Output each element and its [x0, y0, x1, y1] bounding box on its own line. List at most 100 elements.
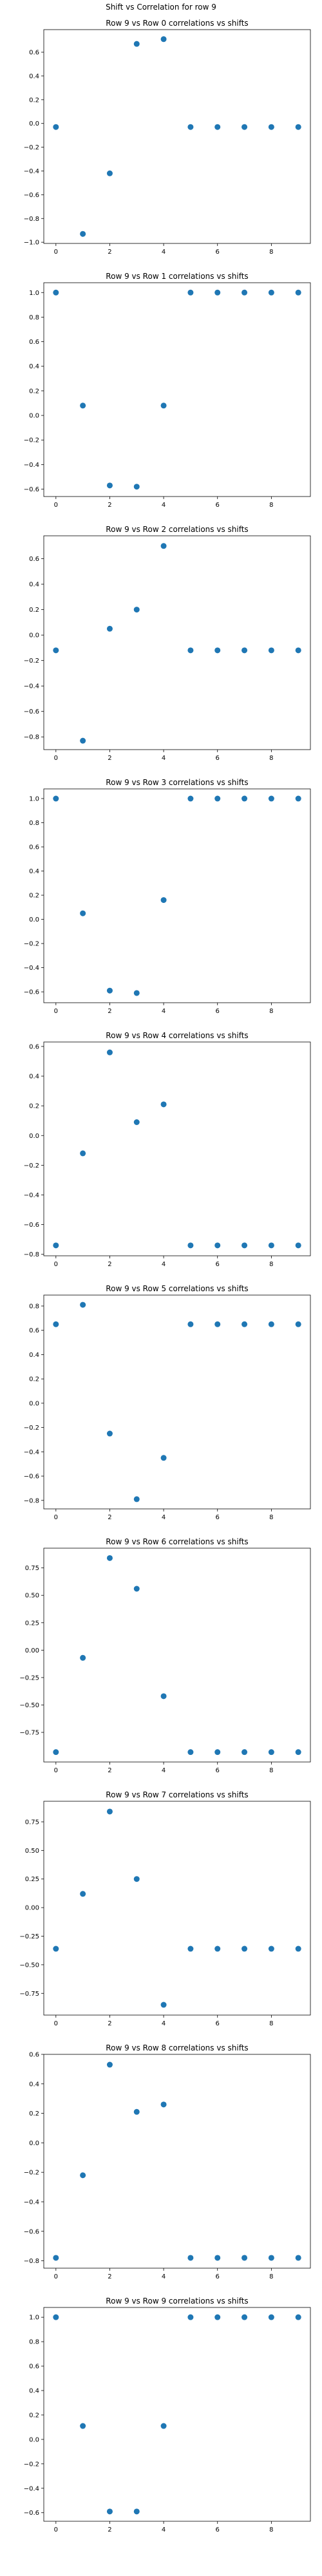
x-tick-label: 4: [162, 502, 166, 509]
data-point: [133, 1119, 140, 1125]
data-point: [187, 1749, 194, 1756]
data-point: [106, 625, 113, 632]
y-tick-label: 0.2: [29, 388, 39, 395]
y-tick-label: 0.0: [29, 2140, 39, 2147]
data-point: [133, 607, 140, 613]
x-tick-label: 4: [162, 1514, 166, 1521]
data-point: [133, 1496, 140, 1502]
x-tick-label: 6: [216, 755, 220, 762]
data-point: [106, 1430, 113, 1437]
y-tick-label: 0.25: [25, 1876, 39, 1883]
panel-title: Row 9 vs Row 5 correlations vs shifts: [106, 1284, 248, 1293]
data-point: [268, 647, 274, 654]
x-tick-label: 4: [162, 755, 166, 762]
data-point: [80, 1891, 86, 1897]
y-tick-label: 0.2: [29, 2110, 39, 2117]
y-tick-label: 1.0: [29, 2315, 39, 2322]
x-tick-label: 2: [108, 2020, 111, 2027]
data-point: [80, 402, 86, 409]
x-tick-label: 8: [269, 249, 273, 256]
data-point: [53, 647, 59, 654]
data-point: [133, 2108, 140, 2115]
data-point: [133, 41, 140, 47]
y-tick-label: −0.8: [24, 734, 39, 741]
y-tick-label: 0.0: [29, 632, 39, 639]
y-tick-label: 0.0: [29, 2436, 39, 2443]
y-tick-label: −1.0: [24, 240, 39, 247]
x-tick-label: 0: [54, 1767, 58, 1774]
data-point: [133, 1876, 140, 1882]
data-point: [80, 910, 86, 916]
y-tick-label: 0.0: [29, 916, 39, 923]
y-tick-label: 0.0: [29, 120, 39, 128]
y-tick-label: 0.2: [29, 97, 39, 104]
plot-frame: [43, 1548, 311, 1763]
x-tick-label: 6: [216, 502, 220, 509]
chart-panel-3: Row 9 vs Row 3 correlations vs shifts 0 2 4…: [24, 778, 311, 1015]
x-tick-label: 6: [216, 2526, 220, 2533]
data-point: [133, 1586, 140, 1592]
data-point: [160, 2423, 167, 2429]
y-tick-label: 0.4: [29, 73, 39, 80]
panel-title: Row 9 vs Row 0 correlations vs shifts: [106, 19, 248, 28]
y-tick-label: 0.4: [29, 1352, 39, 1359]
data-point: [268, 289, 274, 296]
data-point: [160, 2101, 167, 2108]
x-tick-label: 6: [216, 1767, 220, 1774]
data-point: [160, 897, 167, 904]
x-tick-label: 2: [108, 249, 111, 256]
x-tick-label: 2: [108, 1008, 111, 1015]
data-point: [268, 1321, 274, 1327]
chart-panel-6: Row 9 vs Row 6 correlations vs shifts 0 2 4…: [19, 1537, 311, 1774]
x-tick-label: 2: [108, 1261, 111, 1268]
y-tick-label: 0.75: [25, 1819, 39, 1826]
data-point: [53, 1321, 59, 1327]
y-tick-label: 0.8: [29, 2339, 39, 2346]
y-tick-label: −0.4: [24, 2485, 39, 2492]
data-point: [133, 2508, 140, 2515]
data-point: [53, 124, 59, 130]
y-tick-label: 0.6: [29, 1043, 39, 1050]
data-point: [80, 737, 86, 744]
data-point: [53, 2314, 59, 2320]
plot-frame: [43, 1801, 311, 2016]
x-tick-label: 6: [216, 1514, 220, 1521]
y-tick-label: 0.0: [29, 1133, 39, 1140]
data-point: [295, 1749, 301, 1756]
data-point: [53, 1946, 59, 1952]
y-tick-label: −0.8: [24, 1251, 39, 1258]
data-point: [106, 2508, 113, 2515]
data-point: [242, 2314, 248, 2320]
data-point: [214, 2314, 221, 2320]
x-tick-label: 2: [108, 1514, 111, 1521]
x-tick-label: 0: [54, 1514, 58, 1521]
x-tick-label: 2: [108, 755, 111, 762]
x-tick-label: 8: [269, 1514, 273, 1521]
data-point: [242, 1749, 248, 1756]
y-tick-label: 0.50: [25, 1593, 39, 1600]
chart-panel-4: Row 9 vs Row 4 correlations vs shifts 0 2 4…: [24, 1031, 311, 1268]
x-tick-label: 4: [162, 2526, 166, 2533]
plot-frame: [43, 2054, 311, 2269]
data-point: [242, 289, 248, 296]
x-tick-label: 4: [162, 1767, 166, 1774]
data-point: [214, 1242, 221, 1249]
y-tick-label: 0.8: [29, 1303, 39, 1310]
x-tick-label: 6: [216, 2020, 220, 2027]
x-tick-label: 6: [216, 1261, 220, 1268]
chart-panel-2: Row 9 vs Row 2 correlations vs shifts 0 2 4…: [24, 525, 311, 762]
y-tick-label: 0.6: [29, 339, 39, 346]
x-tick-label: 8: [269, 2273, 273, 2280]
chart-panel-8: Row 9 vs Row 8 correlations vs shifts 0 2 4…: [24, 2043, 311, 2280]
y-tick-label: −0.2: [24, 2170, 39, 2177]
x-tick-label: 8: [269, 1767, 273, 1774]
y-tick-label: 0.4: [29, 582, 39, 589]
y-tick-label: −0.8: [24, 2258, 39, 2265]
data-point: [160, 1693, 167, 1700]
data-point: [268, 124, 274, 130]
data-point: [295, 124, 301, 130]
y-tick-label: 0.00: [25, 1905, 39, 1912]
data-point: [268, 2255, 274, 2261]
y-tick-label: −0.50: [19, 1962, 39, 1969]
